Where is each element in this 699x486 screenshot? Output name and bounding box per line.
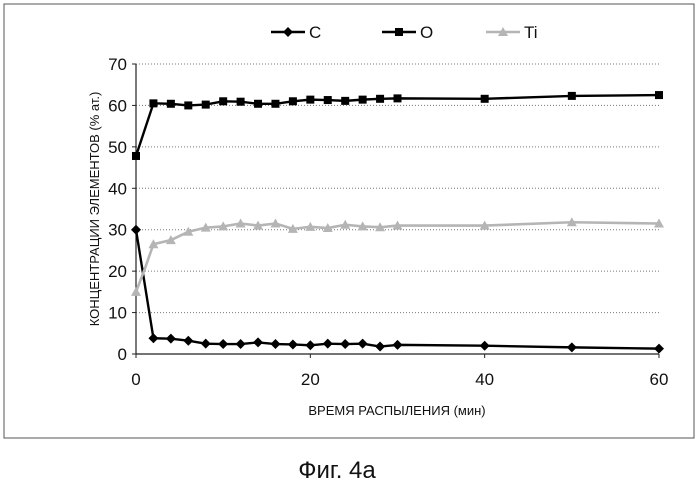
point-square [201,100,210,109]
x-tick-labels: 0 20 40 60 [131,370,668,389]
point-diamond [305,340,316,351]
point-diamond [200,338,211,349]
y-tick-label: 50 [108,138,127,157]
legend-label: C [309,23,321,42]
point-square [288,97,297,106]
point-triangle [498,27,508,36]
x-tick-label: 60 [650,370,669,389]
point-square [395,28,403,36]
point-square [341,96,350,105]
y-tick-labels: 0 10 20 30 40 50 60 70 [108,55,127,364]
point-diamond [357,338,368,349]
x-tick-label: 0 [131,370,140,389]
point-triangle [479,220,490,230]
point-diamond [165,333,176,344]
point-triangle [357,221,368,231]
y-axis-title: КОНЦЕНТРАЦИИ ЭЛЕМЕНТОВ (% ат.) [87,92,102,327]
point-triangle [235,218,246,228]
point-square [323,96,332,105]
point-square [306,95,315,104]
legend-item-c: C [271,23,321,42]
series-layer [131,91,664,354]
point-square [376,94,385,103]
legend-label: Ti [524,23,538,42]
point-triangle [287,223,298,233]
point-square [254,99,263,108]
point-diamond [287,339,298,350]
point-triangle [270,218,281,228]
legend-item-ti: Ti [486,23,538,42]
point-diamond [270,339,281,350]
point-triangle [183,226,194,236]
point-triangle [218,221,229,231]
point-diamond [235,339,246,350]
y-tick-label: 60 [108,96,127,115]
point-diamond [283,27,293,37]
point-square [236,97,245,106]
point-triangle [131,286,141,296]
point-square [219,97,228,106]
point-diamond [131,224,141,235]
point-diamond [375,341,386,352]
chart-frame [3,3,695,439]
legend: C O Ti [271,23,538,42]
point-diamond [340,339,351,350]
point-triangle [200,222,211,232]
point-square [166,99,175,108]
point-square [184,101,193,110]
point-triangle [148,239,159,249]
point-diamond [566,342,577,353]
point-triangle [322,223,333,233]
point-diamond [218,339,229,350]
y-tick-label: 30 [108,221,127,240]
x-tick-label: 40 [475,370,494,389]
point-diamond [479,340,490,351]
axes [132,63,660,358]
x-tick-label: 20 [301,370,320,389]
point-diamond [322,338,333,349]
point-triangle [375,222,386,232]
y-tick-label: 40 [108,179,127,198]
point-triangle [340,219,351,229]
point-triangle [305,221,316,231]
point-triangle [654,218,664,228]
y-tick-label: 0 [118,345,127,364]
series-c [131,224,664,354]
series-o [132,91,663,160]
point-square [567,91,576,100]
point-triangle [165,235,176,245]
point-diamond [654,343,664,354]
point-diamond [148,333,159,344]
legend-label: O [420,23,433,42]
point-diamond [392,339,403,350]
figure-caption: Фиг. 4а [298,457,376,484]
point-square [132,151,140,160]
point-square [358,95,367,104]
point-square [393,94,402,103]
x-axis-title: ВРЕМЯ РАСПЫЛЕНИЯ (мин) [308,403,485,418]
series-ti [131,217,664,296]
point-triangle [566,217,577,227]
point-triangle [392,220,403,230]
y-tick-label: 20 [108,262,127,281]
point-square [655,91,663,100]
y-tick-label: 10 [108,304,127,323]
point-square [271,99,280,108]
point-square [480,94,489,103]
legend-item-o: O [382,23,433,42]
point-triangle [253,220,264,230]
point-diamond [253,337,264,348]
point-diamond [183,335,194,346]
y-tick-label: 70 [108,55,127,74]
point-square [149,99,158,108]
